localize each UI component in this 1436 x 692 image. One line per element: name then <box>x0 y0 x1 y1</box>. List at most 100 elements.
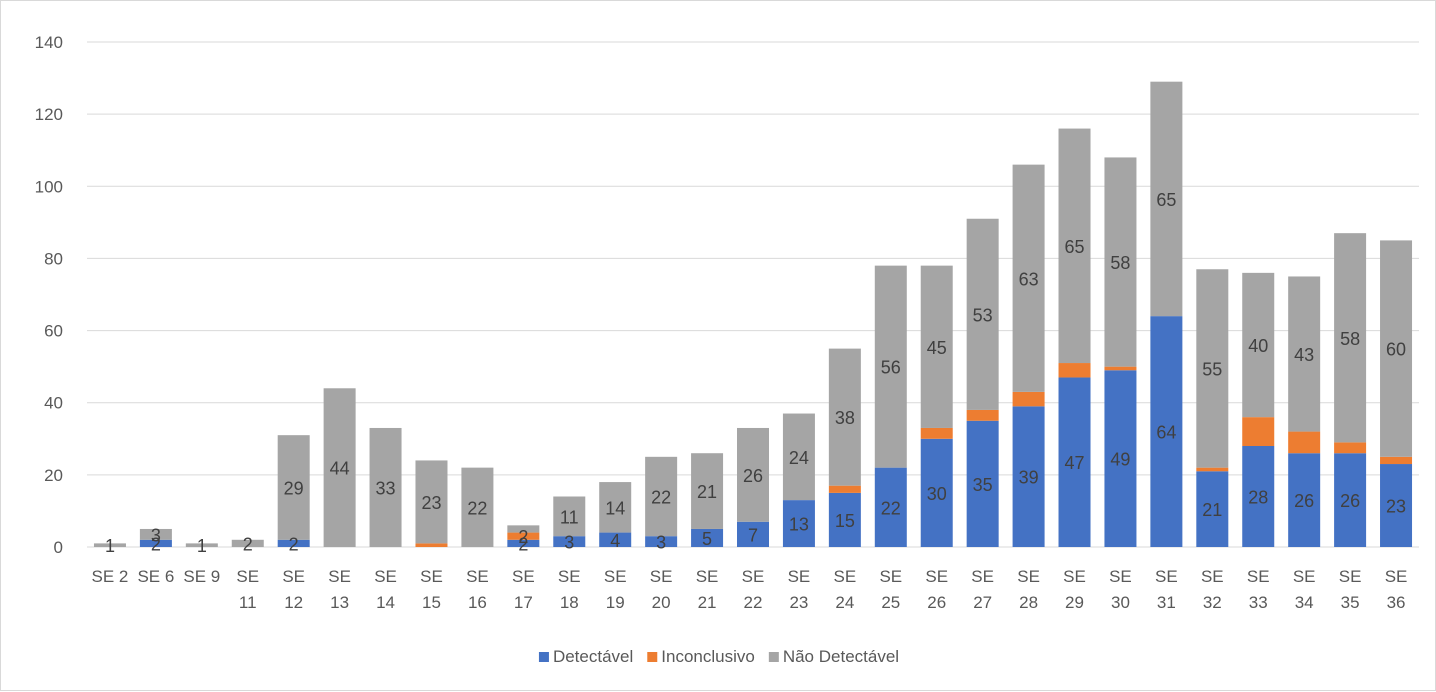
bar-segment <box>139 528 172 540</box>
data-label: 39 <box>1019 468 1039 488</box>
bar-segment <box>1104 157 1137 367</box>
bar-segment <box>1150 316 1183 547</box>
bar-segment <box>737 427 769 522</box>
bar-segment <box>1242 446 1275 547</box>
bar-segment <box>507 539 540 547</box>
bar-segment <box>874 467 907 547</box>
x-tick-label: SE 6 <box>137 567 174 586</box>
bar-segment <box>415 543 448 547</box>
data-label: 5 <box>702 529 712 549</box>
y-tick-label: 80 <box>44 249 63 268</box>
y-tick-label: 120 <box>35 105 63 124</box>
bar-segment <box>1196 467 1229 472</box>
data-label: 23 <box>1386 497 1406 517</box>
bar-segment <box>1380 240 1413 457</box>
data-label: 26 <box>1340 491 1360 511</box>
bar-segment <box>461 467 494 547</box>
x-tick-label: SE 19 <box>604 567 627 612</box>
data-label: 35 <box>973 475 993 495</box>
legend-swatch <box>647 652 658 662</box>
bar-segment <box>553 496 586 537</box>
data-label: 63 <box>1019 269 1039 289</box>
bar-segment <box>828 485 861 493</box>
data-label: 23 <box>421 493 441 513</box>
bar-segment <box>599 482 632 533</box>
x-tick-label: SE 2 <box>92 567 129 586</box>
data-label: 21 <box>697 482 717 502</box>
x-tick-label: SE 26 <box>925 567 948 612</box>
data-label: 56 <box>881 358 901 378</box>
bar-segment <box>1058 128 1091 364</box>
data-label: 49 <box>1110 450 1130 470</box>
x-tick-label: SE 27 <box>971 567 994 612</box>
x-tick-label: SE 35 <box>1339 567 1362 612</box>
legend-item: Não Detectável <box>768 647 899 666</box>
bar-segment <box>1288 453 1321 547</box>
data-label: 3 <box>151 525 161 545</box>
x-tick-label: SE 11 <box>236 567 259 612</box>
x-tick-label: SE 15 <box>420 567 443 612</box>
bar-segment <box>507 532 540 540</box>
data-label: 60 <box>1386 340 1406 360</box>
bar-segment <box>737 521 769 547</box>
data-label: 2 <box>151 534 161 554</box>
bar-segment <box>415 460 448 544</box>
bar-segment <box>1288 276 1321 432</box>
bar-segment <box>1288 431 1321 454</box>
bar-segment <box>185 543 218 547</box>
data-label: 44 <box>330 459 350 479</box>
bar-segment <box>645 456 678 537</box>
y-tick-label: 140 <box>35 33 63 52</box>
data-label: 58 <box>1110 253 1130 273</box>
bar-segment <box>139 539 172 547</box>
x-tick-label: SE 30 <box>1109 567 1132 612</box>
data-label: 64 <box>1156 423 1176 443</box>
data-label: 22 <box>651 488 671 508</box>
data-label: 14 <box>605 498 625 518</box>
data-label: 2 <box>289 534 299 554</box>
bar-segment <box>920 427 953 439</box>
bar-segment <box>1104 366 1137 371</box>
y-tick-label: 20 <box>44 466 63 485</box>
bar-segment <box>1334 233 1367 443</box>
bar-segment <box>231 539 264 547</box>
x-tick-label: SE 32 <box>1201 567 1224 612</box>
bar-segment <box>507 525 540 533</box>
y-tick-label: 0 <box>54 538 63 557</box>
legend-item: Detectável <box>538 647 633 666</box>
x-tick-label: SE 23 <box>788 567 811 612</box>
bar-segment <box>323 388 356 547</box>
bar-segment <box>553 536 586 547</box>
legend-label: Inconclusivo <box>661 647 755 666</box>
x-tick-label: SE 14 <box>374 567 397 612</box>
x-tick-label: SE 16 <box>466 567 489 612</box>
bar-segment <box>1196 471 1229 547</box>
x-tick-label: SE 25 <box>879 567 902 612</box>
data-label: 43 <box>1294 345 1314 365</box>
legend-label: Detectável <box>553 647 633 666</box>
data-label: 29 <box>284 478 304 498</box>
bar-segment <box>828 492 861 547</box>
bar-segment <box>782 413 815 501</box>
x-tick-label: SE 29 <box>1063 567 1086 612</box>
legend-swatch <box>538 652 549 662</box>
bar-segment <box>874 265 907 468</box>
x-tick-label: SE 24 <box>834 567 857 612</box>
x-tick-label: SE 17 <box>512 567 535 612</box>
bar-segment <box>920 265 953 428</box>
data-label: 58 <box>1340 329 1360 349</box>
x-tick-label: SE 13 <box>328 567 351 612</box>
bar-segment <box>966 218 999 410</box>
data-label: 26 <box>1294 491 1314 511</box>
x-tick-label: SE 12 <box>282 567 305 612</box>
bar-segment <box>1058 363 1091 378</box>
data-label: 3 <box>564 533 574 553</box>
bar-segment <box>1058 377 1091 547</box>
data-label: 22 <box>467 498 487 518</box>
data-label: 65 <box>1065 237 1085 257</box>
data-label: 7 <box>748 525 758 545</box>
bar-segment <box>1196 269 1229 468</box>
data-label: 47 <box>1065 453 1085 473</box>
data-label: 28 <box>1248 488 1268 508</box>
